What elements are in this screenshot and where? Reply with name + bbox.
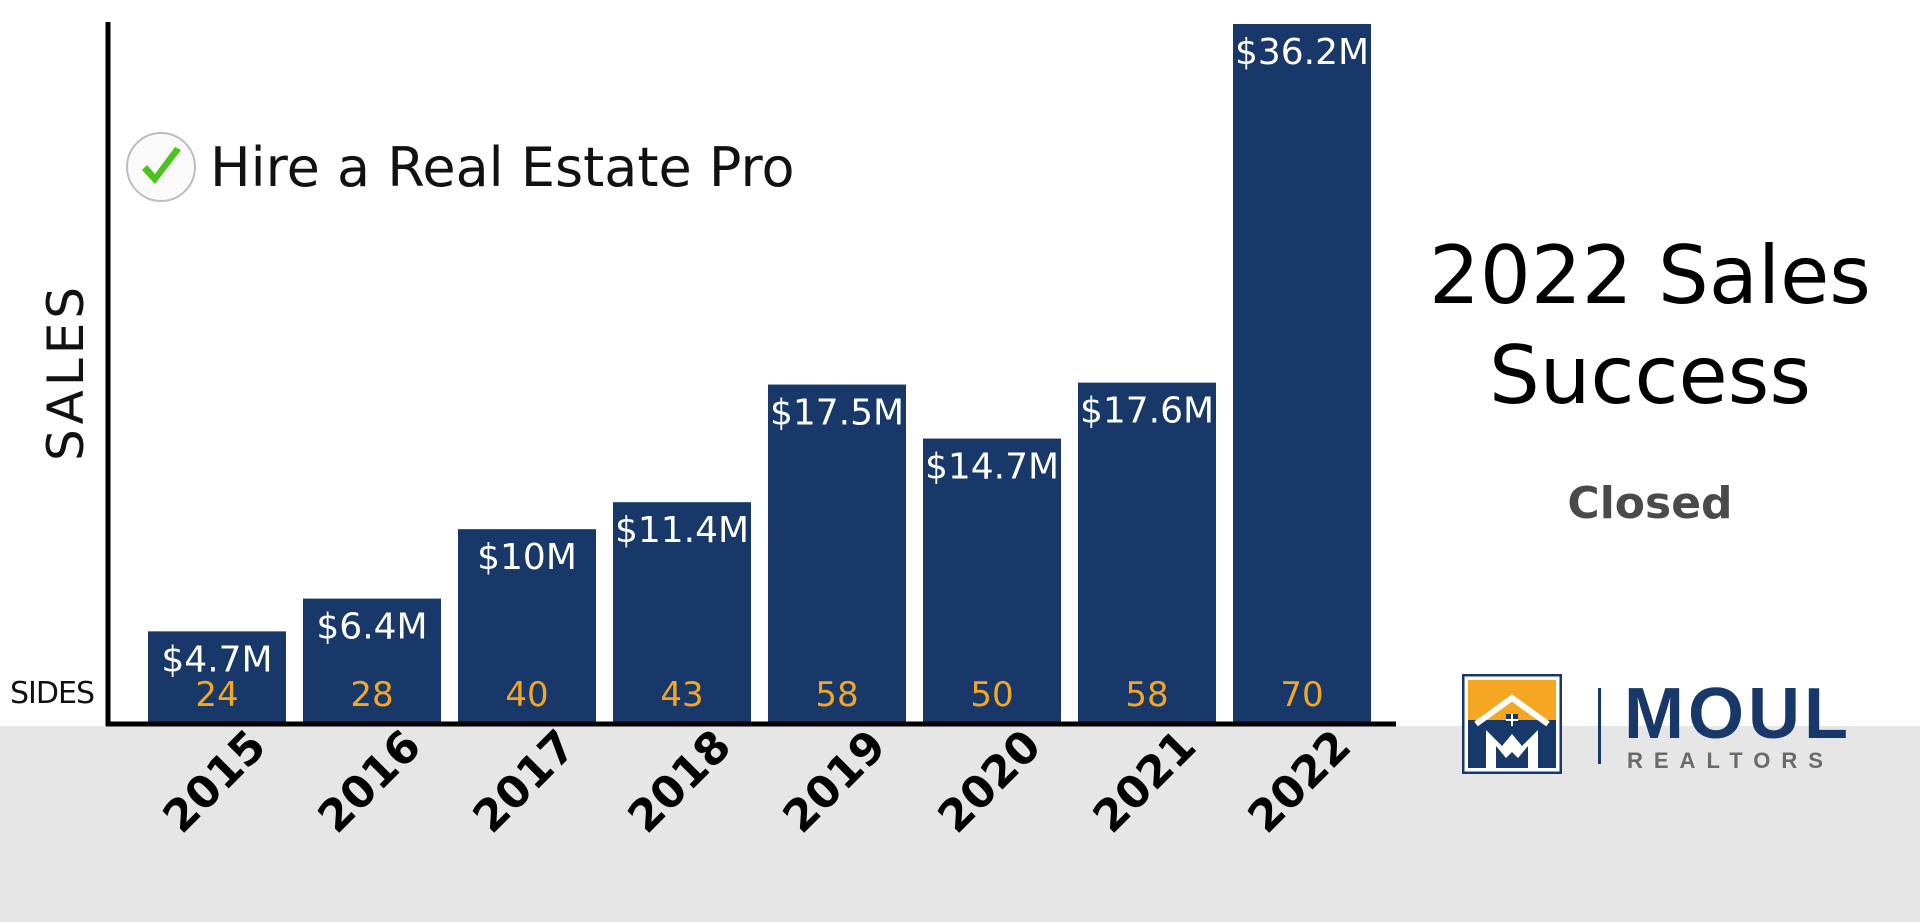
x-tick-label-2020: 2020: [928, 720, 1051, 840]
sides-label-2021: 58: [1125, 675, 1168, 715]
logo-subtitle: REALTORS: [1627, 748, 1834, 773]
sides-label-2019: 58: [815, 675, 858, 715]
bar-2019: [768, 384, 906, 722]
moul-realtors-logo: MOUL REALTORS: [1462, 674, 1882, 778]
bar-2015: [148, 631, 286, 722]
sides-label-2015: 24: [195, 675, 238, 715]
value-label-2018: $11.4M: [615, 510, 749, 551]
bar-2022: [1233, 24, 1371, 722]
headline: 2022 Sales Success: [1400, 226, 1900, 426]
x-tick-label-2016: 2016: [308, 720, 431, 840]
value-label-2022: $36.2M: [1235, 32, 1369, 73]
bar-2018: [613, 502, 751, 722]
headline-line-2: Success: [1488, 329, 1812, 422]
checkmark-icon: [126, 132, 196, 202]
sides-label-2017: 40: [505, 675, 548, 715]
logo-wordmark: MOUL: [1624, 674, 1852, 754]
x-tick-label-2019: 2019: [773, 720, 896, 840]
bar-2017: [458, 529, 596, 722]
logo-divider: [1598, 688, 1601, 764]
x-tick-label-2021: 2021: [1083, 720, 1206, 840]
value-label-2019: $17.5M: [770, 393, 904, 434]
value-label-2016: $6.4M: [316, 607, 427, 648]
value-label-2017: $10M: [477, 537, 577, 578]
y-axis-label: SALES: [37, 282, 95, 462]
house-logo-icon: [1462, 674, 1562, 774]
x-tick-label-2015: 2015: [153, 720, 276, 840]
value-label-2020: $14.7M: [925, 447, 1059, 488]
headline-line-1: 2022 Sales: [1429, 229, 1871, 322]
value-label-2015: $4.7M: [161, 639, 272, 680]
value-label-2021: $17.6M: [1080, 391, 1214, 432]
bar-2021: [1078, 382, 1216, 722]
hire-pro-badge: Hire a Real Estate Pro: [126, 128, 795, 206]
sides-label-2020: 50: [970, 675, 1013, 715]
subhead: Closed: [1567, 478, 1733, 529]
sides-label-2022: 70: [1280, 675, 1323, 715]
sides-label-2018: 43: [660, 675, 703, 715]
bar-2020: [923, 438, 1061, 722]
x-tick-label-2022: 2022: [1238, 720, 1361, 840]
bars-layer: [148, 24, 1371, 722]
badge-text: Hire a Real Estate Pro: [210, 135, 795, 199]
x-tick-label-2017: 2017: [463, 720, 586, 840]
x-tick-label-2018: 2018: [618, 720, 741, 840]
bar-2016: [303, 598, 441, 722]
sides-row-label: SIDES: [10, 676, 95, 711]
sides-label-2016: 28: [350, 675, 393, 715]
